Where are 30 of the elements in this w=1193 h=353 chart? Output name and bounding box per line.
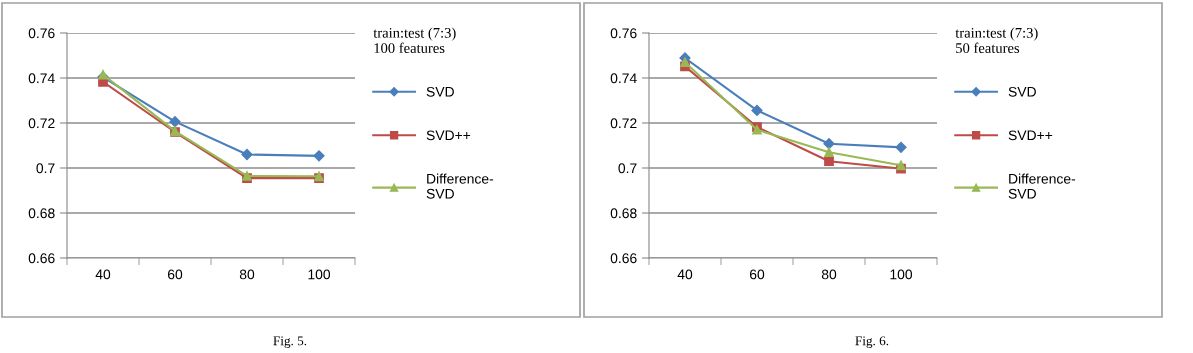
x-tick-label: 100 — [890, 269, 913, 280]
legend-label: Difference-SVD — [426, 173, 494, 199]
y-tick-label: 0.7 — [36, 163, 55, 174]
y-tick-label: 0.72 — [610, 118, 637, 129]
legend-label: SVD — [1008, 86, 1036, 97]
y-tick-label: 0.76 — [28, 28, 55, 39]
y-tick-label: 0.74 — [28, 73, 55, 84]
legend-label: Difference-SVD — [1008, 173, 1076, 199]
y-tick-label: 0.74 — [610, 73, 637, 84]
legend-label: SVD++ — [426, 130, 471, 141]
caption: Fig. 6. — [855, 336, 889, 348]
x-tick-label: 80 — [821, 269, 837, 280]
x-tick-label: 60 — [749, 269, 765, 280]
legend-label: SVD — [426, 86, 454, 97]
y-tick-label: 0.72 — [28, 118, 55, 129]
y-tick-label: 0.68 — [610, 208, 637, 219]
x-tick-label: 80 — [239, 269, 255, 280]
y-tick-label: 0.66 — [28, 253, 55, 264]
x-tick-label: 100 — [308, 269, 331, 280]
legend-title: train:test (7:3) 100 features — [373, 27, 456, 54]
y-tick-label: 0.66 — [610, 253, 637, 264]
x-tick-label: 60 — [167, 269, 183, 280]
caption: Fig. 5. — [273, 336, 307, 348]
x-tick-label: 40 — [95, 269, 111, 280]
y-tick-label: 0.68 — [28, 208, 55, 219]
x-tick-label: 40 — [677, 269, 693, 280]
y-tick-label: 0.76 — [610, 28, 637, 39]
legend-label: SVD++ — [1008, 130, 1053, 141]
y-tick-label: 0.7 — [618, 163, 637, 174]
legend-title: train:test (7:3) 50 features — [955, 27, 1038, 54]
